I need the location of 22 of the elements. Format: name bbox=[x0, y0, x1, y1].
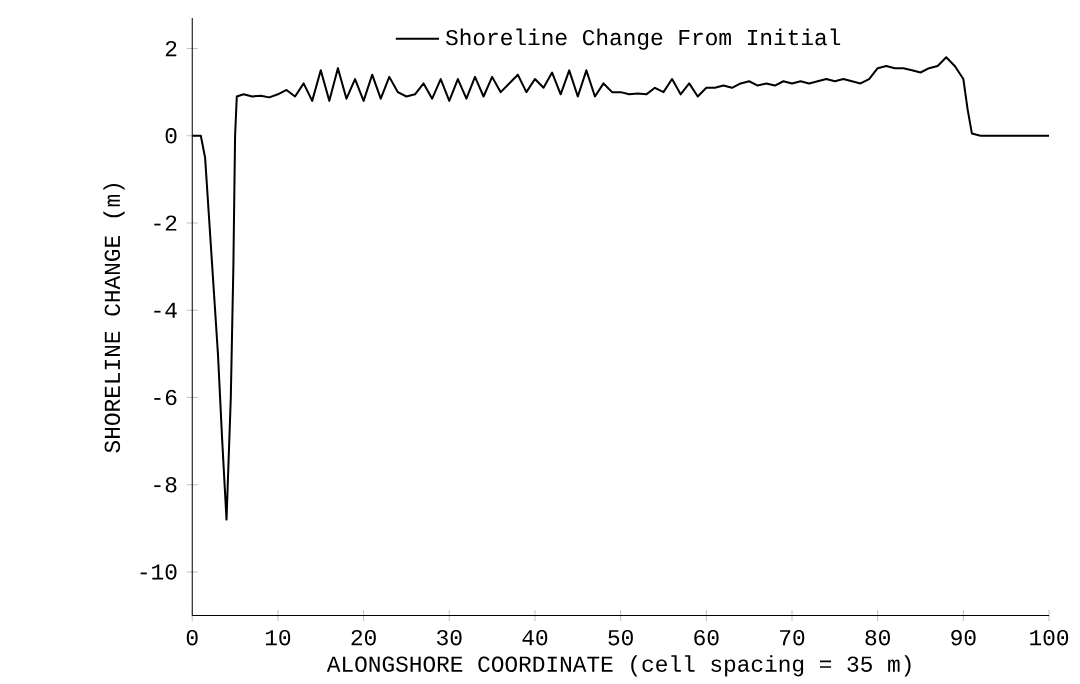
x-tick-label: 50 bbox=[608, 629, 633, 646]
legend-label: Shoreline Change From Initial bbox=[445, 28, 841, 50]
y-tick-label: 2 bbox=[165, 40, 177, 57]
y-tick-label: 0 bbox=[165, 128, 177, 144]
x-tick-label: 20 bbox=[351, 629, 376, 646]
x-tick-label: 100 bbox=[1030, 629, 1069, 646]
x-tick-label: 10 bbox=[265, 629, 291, 646]
x-tick-label: 60 bbox=[694, 629, 719, 646]
y-tick-label: -8 bbox=[154, 476, 177, 493]
x-axis-title: ALONGSHORE COORDINATE (cell spacing = 35 m) bbox=[326, 655, 911, 677]
x-tick-label: 0 bbox=[186, 629, 198, 646]
x-tick-label: 70 bbox=[780, 629, 805, 646]
x-tick-label: 80 bbox=[865, 629, 890, 646]
x-tick-label: 90 bbox=[951, 629, 976, 646]
y-tick-label: -2 bbox=[154, 215, 177, 231]
x-tick-label: 40 bbox=[522, 629, 548, 646]
y-tick-label: -4 bbox=[154, 302, 177, 318]
y-tick-label: -6 bbox=[154, 389, 177, 406]
y-tick-label: -10 bbox=[140, 564, 177, 580]
y-axis-title: SHORELINE CHANGE (m) bbox=[103, 183, 125, 453]
line-series bbox=[192, 56, 1050, 521]
x-tick-label: 30 bbox=[437, 629, 462, 646]
